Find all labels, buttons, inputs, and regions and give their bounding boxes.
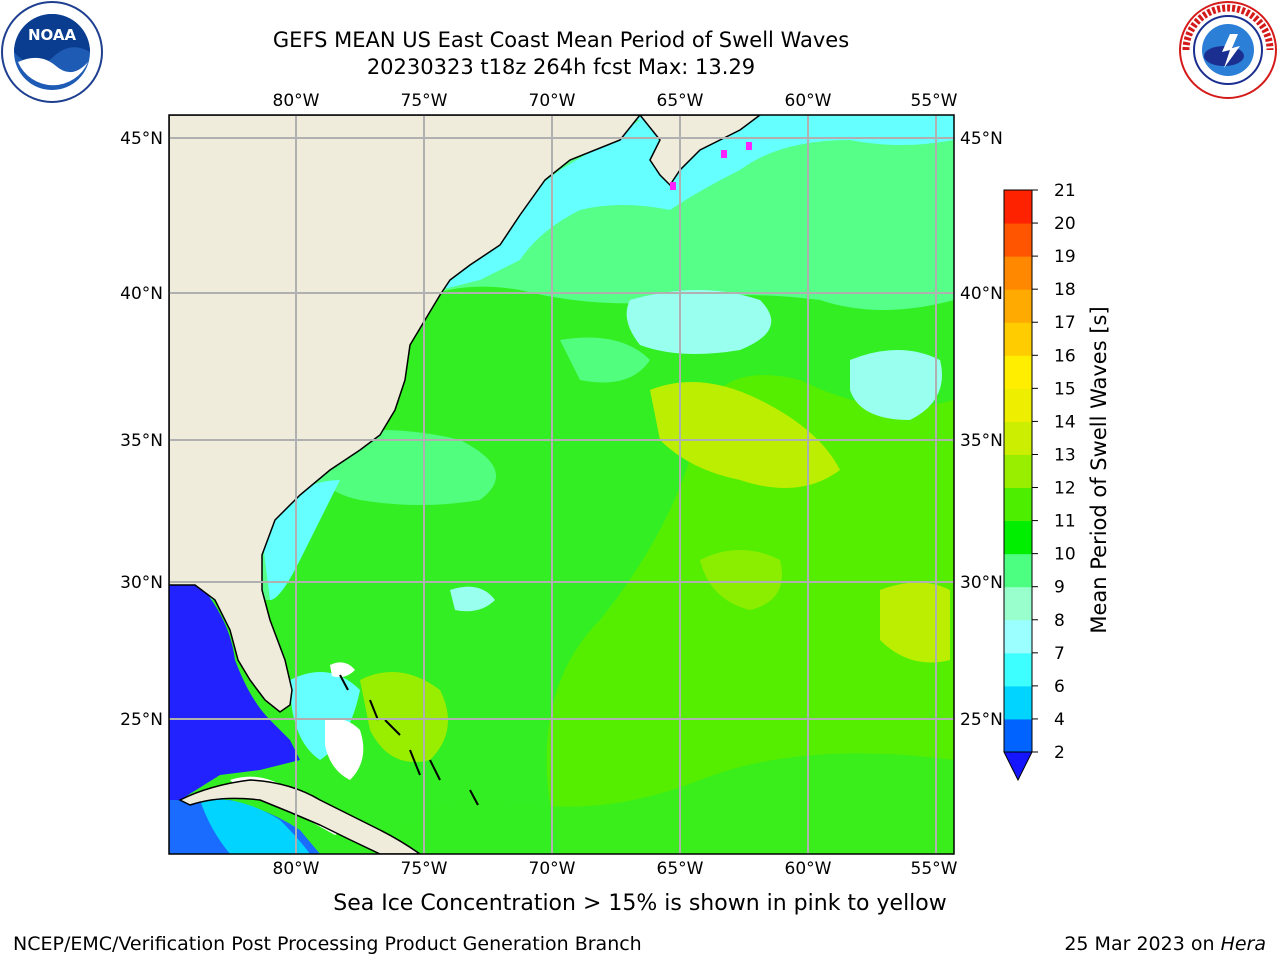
colorbar-swatch: [1004, 553, 1032, 588]
colorbar-swatch: [1004, 322, 1032, 356]
colorbar: 2 4 6 7 8 9 10 11 12 13 14 15 16 17 18 19 20 21: [1003, 181, 1076, 782]
cuba-land: [178, 779, 422, 854]
lat-label-right: 30°N: [960, 573, 1003, 593]
colorbar-swatch: [1004, 223, 1032, 257]
colorbar-extend-arrow: [1003, 751, 1033, 782]
colorbar-swatch: [1004, 619, 1032, 654]
lat-label-left: 25°N: [120, 710, 163, 730]
colorbar-swatch: [1004, 718, 1032, 753]
lon-label-top: 80°W: [273, 91, 320, 111]
lon-label-bottom: 75°W: [401, 859, 448, 879]
noaa-logo-icon: NOAA: [1, 1, 103, 103]
colorbar-tick-label: 13: [1054, 445, 1076, 465]
nova-scotia-land: [639, 115, 762, 187]
lat-label-right: 40°N: [960, 284, 1003, 304]
lat-label-left: 30°N: [120, 573, 163, 593]
colorbar-tick-label: 4: [1054, 710, 1065, 730]
colorbar-swatch: [1004, 652, 1032, 687]
colorbar-tick-label: 11: [1054, 512, 1076, 532]
footer-date: 25 Mar 2023 on Hera: [1064, 933, 1266, 955]
colorbar-swatch: [1004, 586, 1032, 621]
lon-label-top: 70°W: [529, 91, 576, 111]
colorbar-swatch: [1004, 289, 1032, 323]
colorbar-swatch: [1004, 685, 1032, 720]
lon-label-top: 65°W: [657, 91, 704, 111]
north-america-land: [169, 115, 641, 713]
no-data-region: [325, 718, 364, 780]
swell-region-2s: [169, 585, 300, 800]
footer-date-text: 25 Mar 2023 on: [1064, 933, 1215, 955]
swell-region-8s: [626, 290, 772, 354]
lat-label-left: 45°N: [120, 129, 163, 149]
nws-logo-icon: [1179, 1, 1277, 99]
lon-label-bottom: 55°W: [911, 859, 958, 879]
lat-label-right: 35°N: [960, 431, 1003, 451]
colorbar-tick-label: 21: [1054, 181, 1076, 201]
swell-region-11s: [546, 115, 954, 854]
colorbar-tick-label: 14: [1054, 412, 1076, 432]
chart-title: GEFS MEAN US East Coast Mean Period of S…: [272, 28, 850, 52]
colorbar-tick-label: 15: [1054, 379, 1076, 399]
colorbar-tick-label: 16: [1054, 346, 1076, 366]
sea-ice-marker: [721, 150, 727, 158]
colorbar-frame: [1003, 189, 1033, 752]
colorbar-tick-label: 20: [1054, 214, 1076, 234]
footer-credit: NCEP/EMC/Verification Post Processing Pr…: [13, 933, 642, 955]
lat-label-right: 45°N: [960, 129, 1003, 149]
sea-ice-note: Sea Ice Concentration > 15% is shown in …: [333, 891, 947, 916]
lon-label-top: 55°W: [911, 91, 958, 111]
bahamas-islands: [339, 674, 479, 806]
svg-text:NOAA: NOAA: [28, 26, 77, 44]
colorbar-tick-label: 18: [1054, 280, 1076, 300]
colorbar-tick-label: 19: [1054, 247, 1076, 267]
colorbar-swatch: [1004, 388, 1032, 422]
colorbar-swatch: [1004, 256, 1032, 290]
colorbar-tick-label: 12: [1054, 479, 1076, 499]
colorbar-swatch: [1004, 190, 1032, 224]
colorbar-tick-label: 6: [1054, 677, 1065, 697]
lat-label-left: 40°N: [120, 284, 163, 304]
graticule: [169, 115, 954, 854]
lon-label-bottom: 80°W: [273, 859, 320, 879]
colorbar-swatch: [1004, 520, 1032, 555]
colorbar-swatch: [1004, 355, 1032, 389]
colorbar-tick-label: 8: [1054, 611, 1065, 631]
colorbar-swatch: [1004, 454, 1032, 489]
sea-ice-marker: [670, 182, 676, 190]
lat-label-right: 25°N: [960, 710, 1003, 730]
colorbar-swatch: [1004, 487, 1032, 522]
lat-label-left: 35°N: [120, 431, 163, 451]
colorbar-tick-label: 17: [1054, 313, 1076, 333]
footer-host: Hera: [1220, 933, 1266, 955]
lon-label-bottom: 65°W: [657, 859, 704, 879]
lon-label-bottom: 60°W: [785, 859, 832, 879]
colorbar-swatch: [1004, 421, 1032, 455]
colorbar-tick-label: 7: [1054, 644, 1065, 664]
map-frame: [168, 114, 955, 855]
colorbar-tick-label: 2: [1054, 743, 1065, 763]
swell-region-12s: [650, 382, 840, 488]
colorbar-tick-label: 10: [1054, 545, 1076, 565]
sea-ice-marker: [746, 142, 752, 150]
swell-region-7s: [169, 115, 954, 290]
lon-label-top: 60°W: [785, 91, 832, 111]
chart-subtitle: 20230323 t18z 264h fcst Max: 13.29: [366, 55, 756, 79]
colorbar-title: Mean Period of Swell Waves [s]: [1087, 306, 1111, 633]
lon-label-top: 75°W: [401, 91, 448, 111]
colorbar-tick-label: 9: [1054, 578, 1065, 598]
lon-label-bottom: 70°W: [529, 859, 576, 879]
